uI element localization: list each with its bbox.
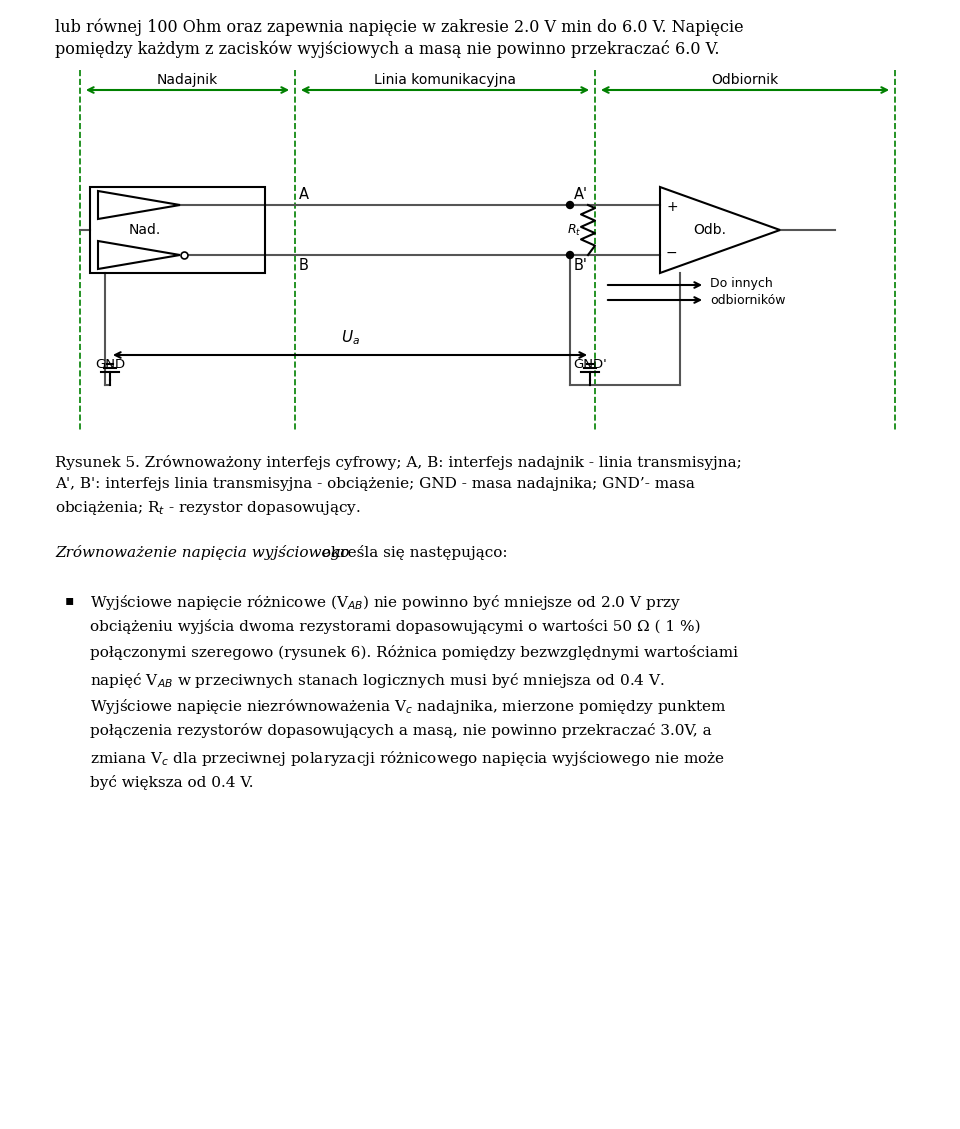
Text: określa się następująco:: określa się następująco:: [317, 545, 508, 560]
Text: Odbiornik: Odbiornik: [711, 73, 779, 87]
Text: obciążeniu wyjścia dwoma rezystorami dopasowującymi o wartości 50 Ω ( 1 %): obciążeniu wyjścia dwoma rezystorami dop…: [90, 619, 701, 634]
Text: A': A': [574, 187, 588, 202]
Text: Zrównoważenie napięcia wyjściowego: Zrównoważenie napięcia wyjściowego: [55, 545, 349, 560]
Text: $U_a$: $U_a$: [341, 329, 359, 347]
Text: Wyjściowe napięcie niezrównoważenia V$_c$ nadajnika, mierzone pomiędzy punktem: Wyjściowe napięcie niezrównoważenia V$_c…: [90, 697, 727, 716]
Text: $R_t$: $R_t$: [566, 222, 581, 237]
Text: B: B: [299, 259, 309, 273]
Text: A: A: [299, 187, 309, 202]
Text: ▪: ▪: [65, 593, 74, 607]
Circle shape: [566, 201, 573, 209]
Text: Nadajnik: Nadajnik: [156, 73, 218, 87]
Text: Odb.: Odb.: [693, 224, 727, 237]
Text: GND': GND': [573, 358, 607, 371]
Circle shape: [566, 252, 573, 259]
Text: +: +: [666, 200, 678, 215]
Text: pomiędzy każdym z zacisków wyjściowych a masą nie powinno przekraczać 6.0 V.: pomiędzy każdym z zacisków wyjściowych a…: [55, 40, 719, 58]
Text: napięć V$_{AB}$ w przeciwnych stanach logicznych musi być mniejsza od 0.4 V.: napięć V$_{AB}$ w przeciwnych stanach lo…: [90, 671, 665, 690]
Bar: [90, 187, 265, 273]
Text: B': B': [574, 259, 588, 273]
Text: Wyjściowe napięcie różnicowe (V$_{AB}$) nie powinno być mniejsze od 2.0 V przy: Wyjściowe napięcie różnicowe (V$_{AB}$) …: [90, 593, 681, 612]
Text: połączenia rezystorów dopasowujących a masą, nie powinno przekraczać 3.0V, a: połączenia rezystorów dopasowujących a m…: [90, 723, 711, 738]
Text: −: −: [666, 246, 678, 260]
Text: zmiana V$_c$ dla przeciwnej polaryzacji różnicowego napięcia wyjściowego nie moż: zmiana V$_c$ dla przeciwnej polaryzacji …: [90, 749, 725, 768]
Text: Do innych
odbiorników: Do innych odbiorników: [710, 278, 785, 307]
Text: połączonymi szeregowo (rysunek 6). Różnica pomiędzy bezwzględnymi wartościami: połączonymi szeregowo (rysunek 6). Różni…: [90, 645, 738, 660]
Text: Linia komunikacyjna: Linia komunikacyjna: [374, 73, 516, 87]
Text: A', B': interfejs linia transmisyjna - obciążenie; GND - masa nadajnika; GND’- m: A', B': interfejs linia transmisyjna - o…: [55, 476, 695, 491]
Text: obciążenia; R$_t$ - rezystor dopasowujący.: obciążenia; R$_t$ - rezystor dopasowując…: [55, 499, 361, 517]
Text: Rysunek 5. Zrównoważony interfejs cyfrowy; A, B: interfejs nadajnik - linia tran: Rysunek 5. Zrównoważony interfejs cyfrow…: [55, 455, 742, 470]
Text: być większa od 0.4 V.: być większa od 0.4 V.: [90, 774, 253, 790]
Text: lub równej 100 Ohm oraz zapewnia napięcie w zakresie 2.0 V min do 6.0 V. Napięci: lub równej 100 Ohm oraz zapewnia napięci…: [55, 18, 744, 35]
Text: Nad.: Nad.: [129, 224, 161, 237]
Text: GND: GND: [95, 358, 125, 371]
